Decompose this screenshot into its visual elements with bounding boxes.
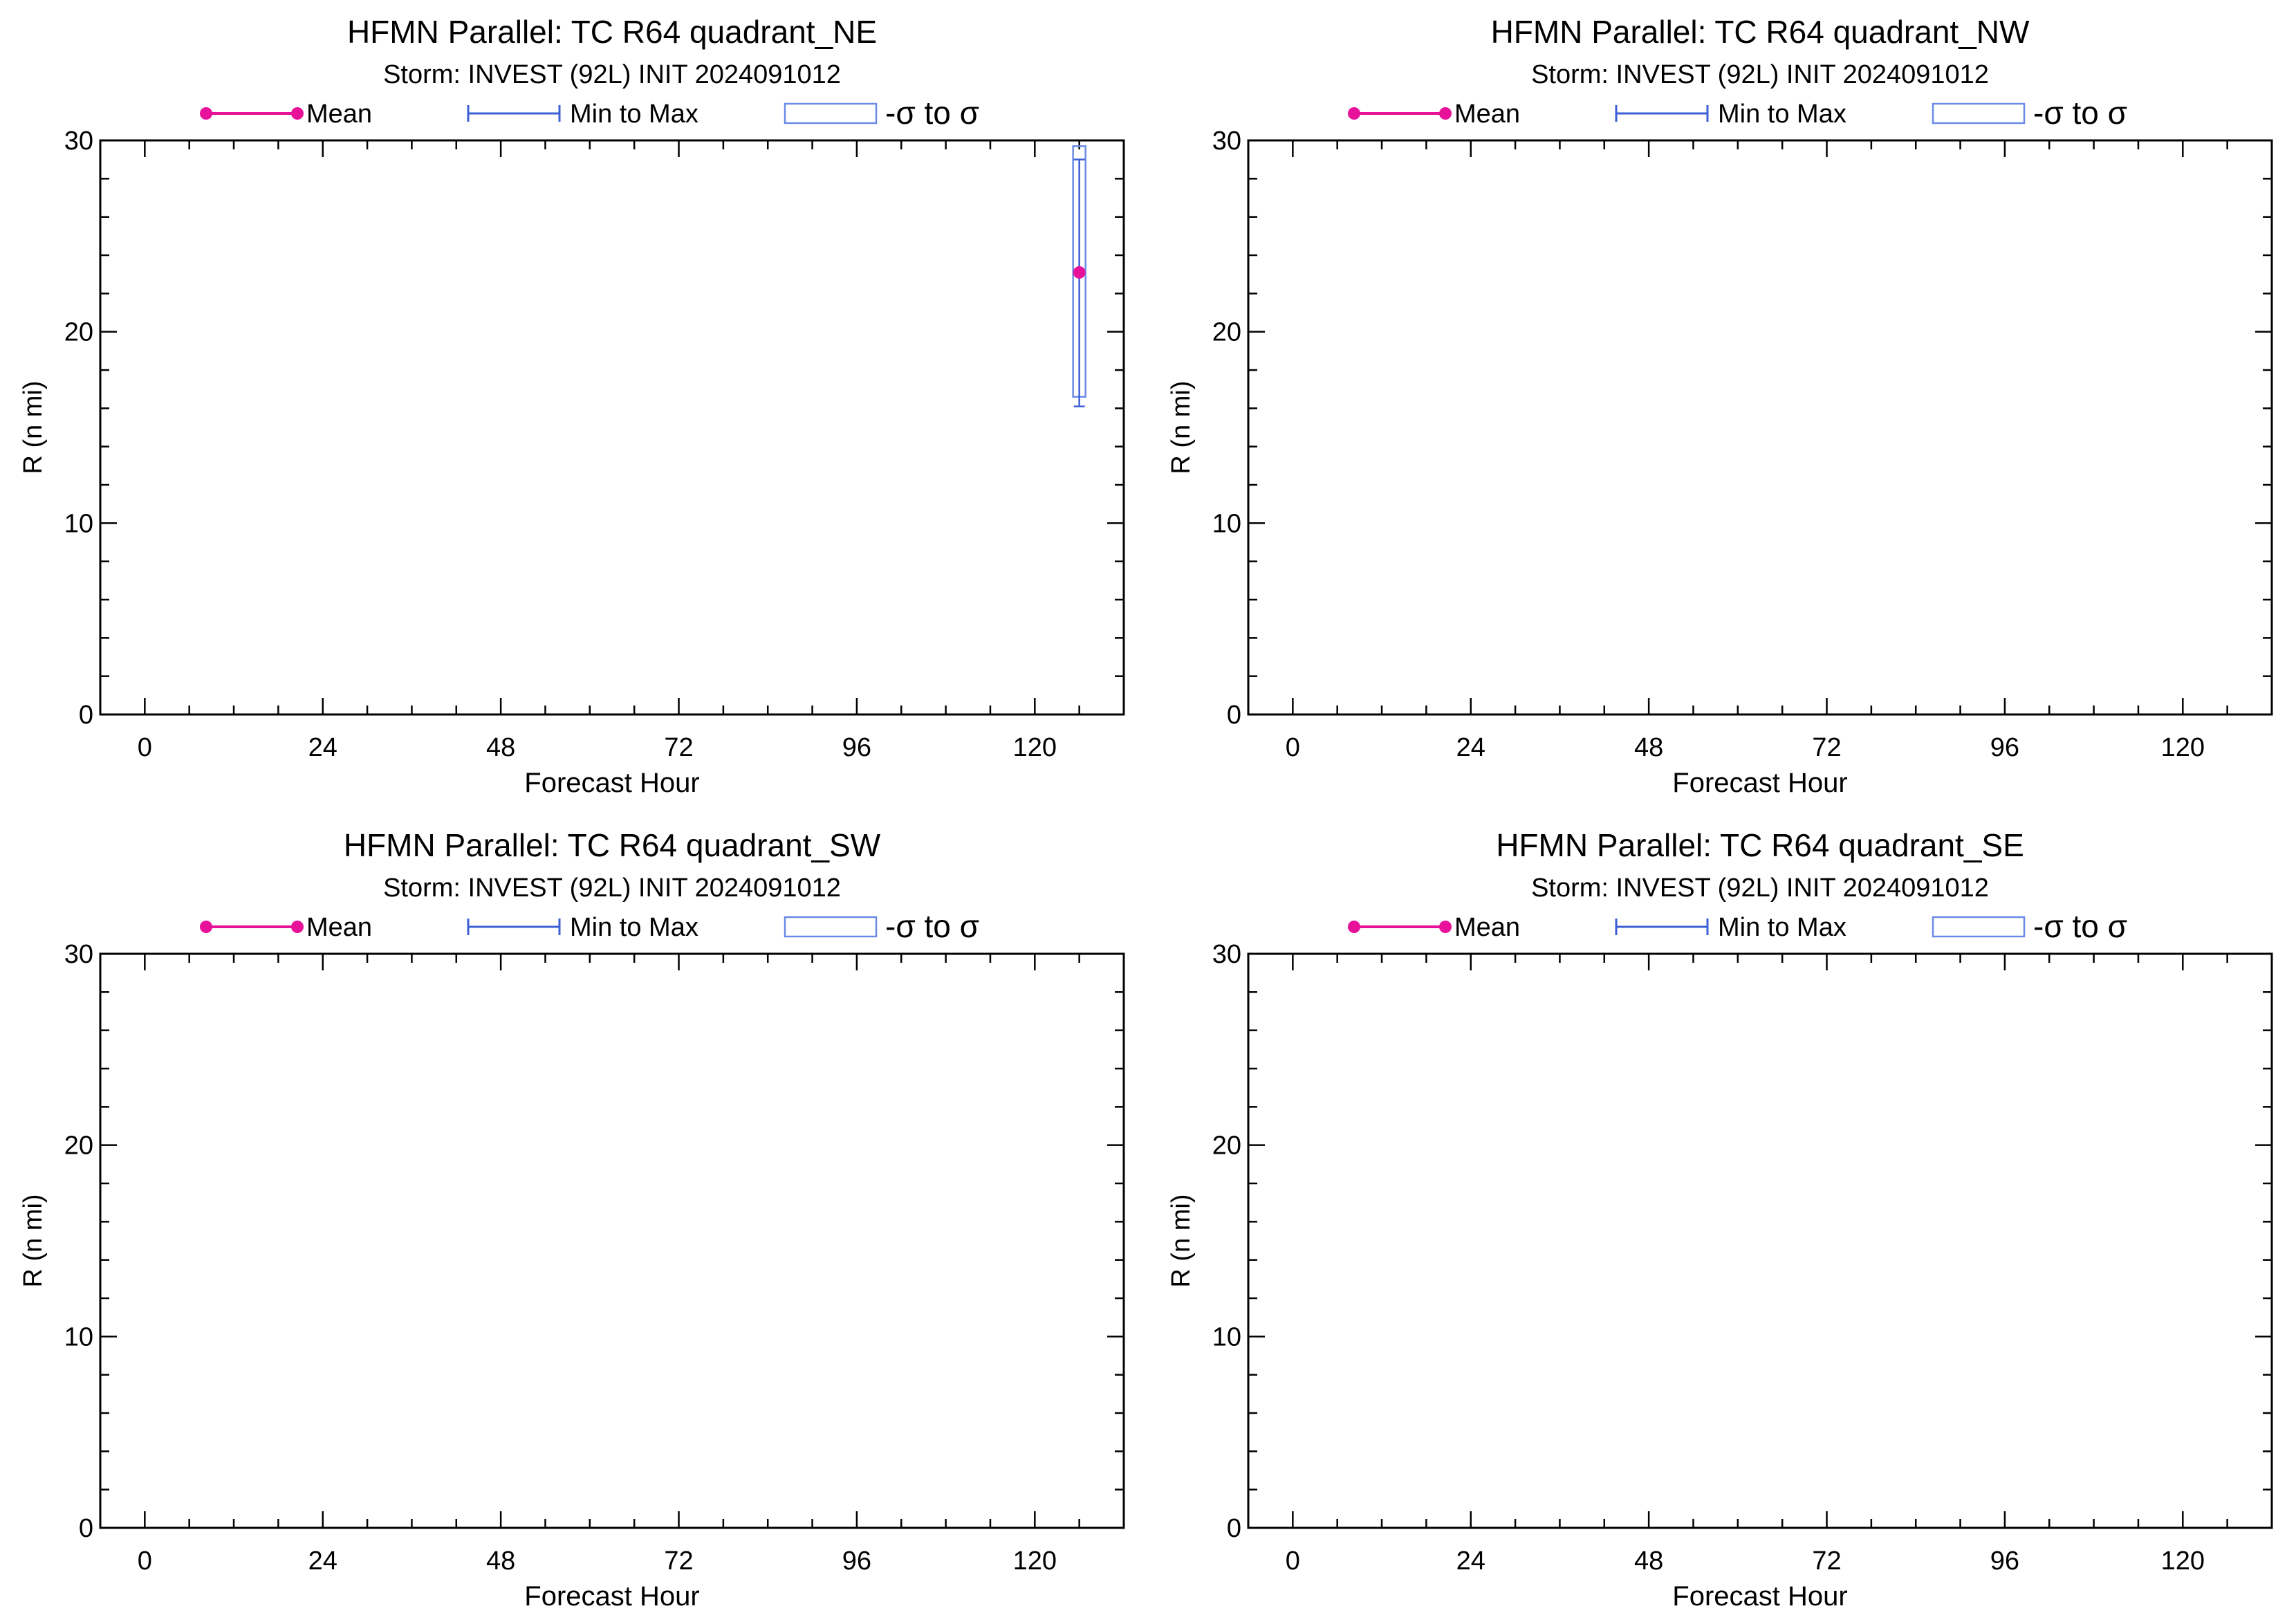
chart-title: HFMN Parallel: TC R64 quadrant_SE [1496, 827, 2024, 863]
x-tick-label: 24 [1456, 733, 1485, 762]
legend-sigma-box [784, 916, 878, 938]
legend-mean-marker [200, 921, 212, 933]
legend-mean-label: Mean [1454, 913, 1520, 942]
x-tick-label: 0 [138, 1547, 152, 1576]
x-tick-label: 48 [1634, 1547, 1663, 1576]
legend-mean-marker [1439, 921, 1452, 933]
x-tick-label: 24 [308, 1547, 337, 1576]
legend-mean-label: Mean [1454, 100, 1520, 129]
y-tick-label: 10 [64, 509, 93, 538]
y-tick-label: 20 [1212, 1132, 1241, 1161]
legend-range-label: Min to Max [1718, 100, 1846, 129]
chart-title: HFMN Parallel: TC R64 quadrant_NW [1491, 14, 2030, 50]
legend-mean-marker [1439, 107, 1452, 120]
y-tick-label: 0 [79, 1514, 93, 1543]
y-axis-label: R (n mi) [19, 1194, 48, 1287]
chart-panel-2: HFMN Parallel: TC R64 quadrant_NW Storm: … [1167, 14, 2273, 798]
legend-mean-marker [1348, 921, 1360, 933]
legend-mean-marker [1348, 107, 1360, 120]
chart-subtitle: Storm: INVEST (92L) INIT 2024091012 [1531, 60, 1989, 89]
y-axis-label: R (n mi) [1167, 1194, 1196, 1287]
chart-title: HFMN Parallel: TC R64 quadrant_SW [344, 827, 881, 863]
legend-mean-label: Mean [306, 100, 372, 129]
y-tick-label: 20 [64, 318, 93, 347]
plot-frame [1247, 139, 2273, 716]
plot-frame [1247, 952, 2273, 1529]
x-tick-label: 120 [2161, 733, 2205, 762]
x-tick-label: 96 [842, 1547, 871, 1576]
plot-frame [99, 952, 1125, 1529]
legend-sigma-label: -σ to σ [2033, 95, 2127, 131]
x-tick-label: 72 [1812, 733, 1841, 762]
x-tick-label: 48 [1634, 733, 1663, 762]
chart-panel-3: HFMN Parallel: TC R64 quadrant_SW Storm: … [19, 827, 1125, 1612]
y-tick-label: 0 [79, 701, 93, 730]
legend-sigma-label: -σ to σ [2033, 908, 2127, 944]
y-tick-label: 20 [64, 1132, 93, 1161]
x-tick-label: 72 [664, 733, 693, 762]
y-tick-label: 10 [64, 1322, 93, 1351]
x-tick-label: 72 [664, 1547, 693, 1576]
x-axis-label: Forecast Hour [1672, 768, 1847, 798]
y-tick-label: 30 [64, 940, 93, 969]
x-tick-label: 120 [1013, 1547, 1057, 1576]
legend-sigma-label: -σ to σ [885, 908, 979, 944]
plot-frame [99, 139, 1125, 716]
chart-panel-4: HFMN Parallel: TC R64 quadrant_SE Storm: … [1167, 827, 2273, 1612]
y-tick-label: 10 [1212, 1322, 1241, 1351]
x-axis-label: Forecast Hour [1672, 1581, 1847, 1612]
legend-mean-marker [291, 107, 304, 120]
chart-subtitle: Storm: INVEST (92L) INIT 2024091012 [383, 874, 841, 903]
x-tick-label: 96 [1990, 1547, 2019, 1576]
y-tick-label: 0 [1227, 701, 1241, 730]
legend-sigma-box [784, 102, 878, 124]
x-tick-label: 120 [2161, 1547, 2205, 1576]
y-tick-label: 10 [1212, 509, 1241, 538]
chart-subtitle: Storm: INVEST (92L) INIT 2024091012 [1531, 874, 1989, 903]
y-tick-label: 30 [1212, 127, 1241, 156]
x-tick-label: 48 [486, 1547, 515, 1576]
x-tick-label: 72 [1812, 1547, 1841, 1576]
x-tick-label: 0 [1286, 733, 1300, 762]
legend-sigma-box [1932, 102, 2026, 124]
legend-range-label: Min to Max [570, 913, 698, 942]
chart-title: HFMN Parallel: TC R64 quadrant_NE [347, 14, 877, 50]
chart-legend: Mean Min to Max -σ to σ [200, 908, 979, 944]
legend-mean-marker [291, 921, 304, 933]
legend-sigma-box [1932, 916, 2026, 938]
x-axis-label: Forecast Hour [524, 1581, 699, 1612]
x-tick-label: 24 [308, 733, 337, 762]
x-tick-label: 96 [842, 733, 871, 762]
y-axis-label: R (n mi) [1167, 380, 1196, 474]
legend-mean-label: Mean [306, 913, 372, 942]
chart-legend: Mean Min to Max -σ to σ [1348, 95, 2127, 131]
legend-mean-marker [200, 107, 212, 120]
x-tick-label: 120 [1013, 733, 1057, 762]
mean-point [1073, 266, 1086, 279]
x-tick-label: 48 [486, 733, 515, 762]
y-tick-label: 30 [64, 127, 93, 156]
x-tick-label: 96 [1990, 733, 2019, 762]
legend-sigma-label: -σ to σ [885, 95, 979, 131]
x-tick-label: 0 [138, 733, 152, 762]
y-axis-label: R (n mi) [19, 380, 48, 474]
x-tick-label: 0 [1286, 1547, 1300, 1576]
y-tick-label: 0 [1227, 1514, 1241, 1543]
chart-legend: Mean Min to Max -σ to σ [200, 95, 979, 131]
x-tick-label: 24 [1456, 1547, 1485, 1576]
y-tick-label: 20 [1212, 318, 1241, 347]
chart-subtitle: Storm: INVEST (92L) INIT 2024091012 [383, 60, 841, 89]
chart-legend: Mean Min to Max -σ to σ [1348, 908, 2127, 944]
chart-panel-1: HFMN Parallel: TC R64 quadrant_NE Storm: … [19, 14, 1125, 798]
x-axis-label: Forecast Hour [524, 768, 699, 798]
y-tick-label: 30 [1212, 940, 1241, 969]
legend-range-label: Min to Max [570, 100, 698, 129]
legend-range-label: Min to Max [1718, 913, 1846, 942]
